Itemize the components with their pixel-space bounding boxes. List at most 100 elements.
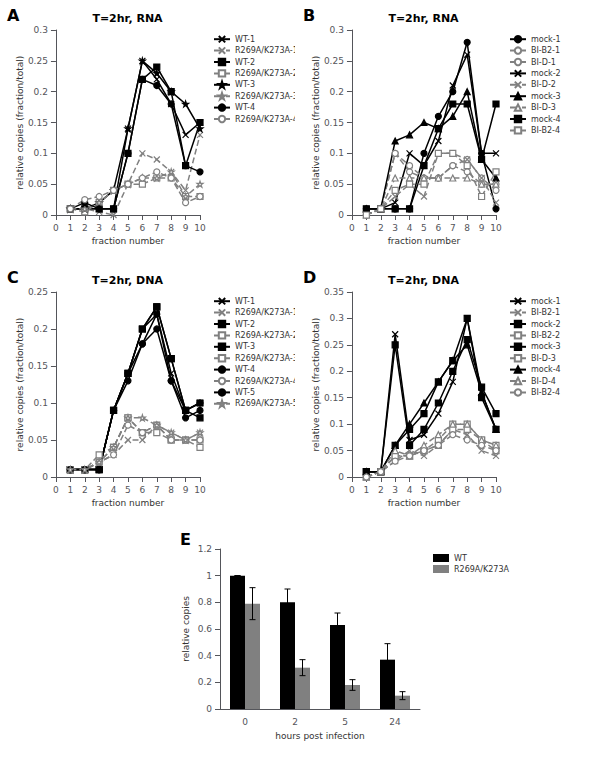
svg-text:D: D (303, 268, 316, 287)
svg-text:T=2hr, DNA: T=2hr, DNA (92, 274, 163, 287)
svg-text:mock-1: mock-1 (531, 297, 561, 306)
svg-text:BI-B2-1: BI-B2-1 (531, 308, 560, 317)
svg-text:BI-D-2: BI-D-2 (531, 80, 556, 89)
svg-text:0.15: 0.15 (28, 361, 48, 371)
svg-text:2: 2 (82, 485, 88, 495)
svg-text:BI-D-1: BI-D-1 (531, 58, 556, 67)
svg-text:mock-3: mock-3 (531, 92, 561, 101)
svg-text:0.05: 0.05 (28, 179, 48, 189)
svg-text:6: 6 (436, 485, 442, 495)
svg-text:E: E (180, 530, 191, 549)
svg-text:0.2: 0.2 (198, 677, 212, 687)
svg-text:mock-4: mock-4 (531, 115, 561, 124)
svg-text:BI-B2-1: BI-B2-1 (531, 46, 560, 55)
svg-text:6: 6 (140, 223, 146, 233)
svg-text:10: 10 (490, 223, 502, 233)
svg-text:6: 6 (140, 485, 146, 495)
svg-text:0.1: 0.1 (330, 148, 344, 158)
svg-text:4: 4 (407, 223, 413, 233)
svg-text:10: 10 (194, 485, 206, 495)
svg-text:1.2: 1.2 (198, 544, 212, 554)
svg-text:0.3: 0.3 (330, 313, 344, 323)
svg-text:relative copies (fraction/tota: relative copies (fraction/total) (15, 56, 25, 190)
svg-text:1: 1 (206, 571, 212, 581)
svg-text:0: 0 (338, 472, 344, 482)
svg-text:9: 9 (479, 485, 485, 495)
svg-text:10: 10 (194, 223, 206, 233)
svg-text:0.05: 0.05 (28, 435, 48, 445)
svg-text:0.3: 0.3 (330, 25, 344, 35)
svg-text:0.15: 0.15 (28, 118, 48, 128)
svg-text:0.2: 0.2 (34, 324, 48, 334)
svg-text:2: 2 (378, 485, 384, 495)
svg-text:8: 8 (464, 223, 470, 233)
svg-text:R269A/K273A-2: R269A/K273A-2 (235, 69, 295, 78)
svg-text:3: 3 (392, 485, 398, 495)
svg-text:WT-2: WT-2 (235, 320, 255, 329)
svg-text:0.15: 0.15 (324, 118, 344, 128)
svg-text:0: 0 (206, 704, 212, 714)
svg-text:0: 0 (349, 223, 355, 233)
svg-text:R269A/K273A-1: R269A/K273A-1 (235, 46, 295, 55)
svg-text:T=2hr, DNA: T=2hr, DNA (388, 274, 459, 287)
svg-text:4: 4 (111, 485, 117, 495)
svg-text:0.2: 0.2 (330, 87, 344, 97)
svg-text:fraction number: fraction number (388, 236, 461, 246)
svg-text:hours post infection: hours post infection (275, 731, 365, 741)
svg-text:WT-1: WT-1 (235, 35, 255, 44)
svg-text:7: 7 (450, 485, 456, 495)
svg-text:0.25: 0.25 (28, 56, 48, 66)
svg-text:2: 2 (82, 223, 88, 233)
svg-text:0: 0 (42, 472, 48, 482)
svg-text:R269A/K273A-4: R269A/K273A-4 (235, 115, 295, 124)
svg-text:WT-3: WT-3 (235, 342, 255, 351)
svg-text:0.05: 0.05 (324, 446, 344, 456)
svg-text:mock-4: mock-4 (531, 365, 561, 374)
svg-text:0.1: 0.1 (330, 419, 344, 429)
svg-text:R269A-K273A-2: R269A-K273A-2 (235, 331, 295, 340)
svg-text:8: 8 (168, 223, 174, 233)
svg-text:mock-2: mock-2 (531, 320, 561, 329)
svg-text:7: 7 (450, 223, 456, 233)
svg-text:relative copies: relative copies (181, 596, 191, 662)
svg-text:9: 9 (183, 223, 189, 233)
svg-text:relative copies (fraction/tota: relative copies (fraction/total) (311, 318, 321, 452)
svg-text:WT-4: WT-4 (235, 103, 255, 112)
svg-text:0: 0 (338, 210, 344, 220)
svg-text:5: 5 (125, 223, 131, 233)
svg-text:0: 0 (42, 210, 48, 220)
svg-text:R269A/K273A-3: R269A/K273A-3 (235, 92, 295, 101)
svg-text:5: 5 (421, 485, 427, 495)
svg-text:3: 3 (392, 223, 398, 233)
svg-text:BI-D-4: BI-D-4 (531, 377, 556, 386)
svg-text:8: 8 (168, 485, 174, 495)
svg-text:10: 10 (490, 485, 502, 495)
svg-text:5: 5 (125, 485, 131, 495)
svg-text:2: 2 (378, 223, 384, 233)
svg-text:0.05: 0.05 (324, 179, 344, 189)
svg-text:BI-B2-2: BI-B2-2 (531, 331, 560, 340)
svg-text:0.25: 0.25 (324, 56, 344, 66)
svg-text:0.25: 0.25 (324, 340, 344, 350)
svg-text:fraction number: fraction number (388, 498, 461, 508)
svg-text:0.1: 0.1 (34, 398, 48, 408)
svg-text:WT-3: WT-3 (235, 80, 255, 89)
svg-text:R269A/K273A-5: R269A/K273A-5 (235, 399, 295, 408)
svg-text:0.3: 0.3 (34, 25, 48, 35)
svg-text:R269A/K273A-1: R269A/K273A-1 (235, 308, 295, 317)
svg-text:BI-B2-4: BI-B2-4 (531, 126, 560, 135)
svg-text:mock-2: mock-2 (531, 69, 561, 78)
svg-text:0.8: 0.8 (198, 597, 213, 607)
svg-text:relative copies (fraction/tota: relative copies (fraction/total) (15, 318, 25, 452)
svg-text:0.25: 0.25 (28, 287, 48, 297)
svg-text:R269A/K273A-4: R269A/K273A-4 (235, 377, 295, 386)
svg-text:mock-3: mock-3 (531, 342, 561, 351)
svg-text:fraction number: fraction number (92, 236, 165, 246)
svg-text:6: 6 (436, 223, 442, 233)
svg-text:5: 5 (342, 717, 348, 727)
svg-text:24: 24 (389, 717, 401, 727)
svg-text:WT-2: WT-2 (235, 58, 255, 67)
svg-text:B: B (303, 6, 315, 25)
svg-text:WT-1: WT-1 (235, 297, 255, 306)
svg-text:mock-1: mock-1 (531, 35, 561, 44)
